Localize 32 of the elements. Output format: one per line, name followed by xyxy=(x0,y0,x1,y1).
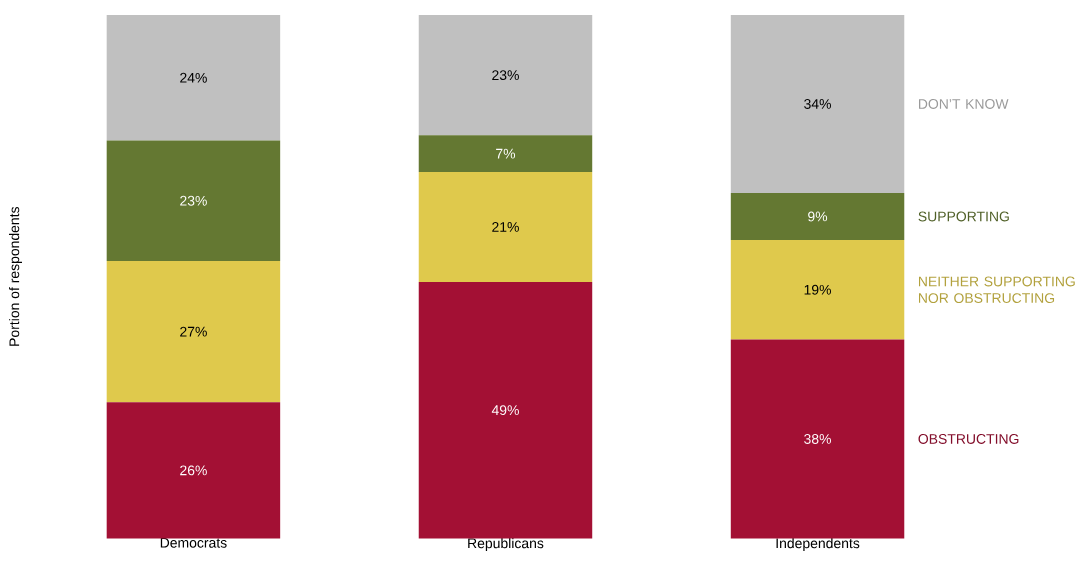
bar xyxy=(106,402,281,539)
series-label: SUPPORTING xyxy=(918,211,1009,222)
series-label: DON’T KNOW xyxy=(918,98,1009,109)
bar xyxy=(418,171,593,282)
data-label: 38% xyxy=(804,433,831,444)
bar xyxy=(106,140,281,261)
bar xyxy=(730,239,905,340)
data-label: 26% xyxy=(180,465,207,476)
data-label: 23% xyxy=(180,195,207,206)
bar xyxy=(418,14,593,136)
x-tick-label: Republicans xyxy=(468,537,544,551)
x-tick-label: Independents xyxy=(776,537,860,551)
data-label: 49% xyxy=(491,405,519,415)
data-label: 34% xyxy=(804,98,831,109)
data-label: 21% xyxy=(492,221,519,232)
x-tick-label: Democrats xyxy=(160,537,227,548)
bar xyxy=(106,260,281,403)
data-label: 19% xyxy=(804,284,831,295)
bar xyxy=(730,192,905,240)
series-label: OBSTRUCTING xyxy=(918,433,1019,444)
data-label: 7% xyxy=(496,148,516,159)
data-label: 24% xyxy=(180,72,207,83)
series-label: NEITHER SUPPORTING NOR OBSTRUCTING xyxy=(918,276,1075,303)
data-label: 27% xyxy=(180,326,207,337)
bar xyxy=(730,14,905,193)
y-axis-title: Portion of respondents xyxy=(8,206,22,346)
data-label: 23% xyxy=(492,70,519,80)
bar xyxy=(730,339,905,539)
bar xyxy=(106,14,281,141)
bar xyxy=(418,281,593,539)
data-label: 9% xyxy=(808,211,828,222)
bar xyxy=(418,135,593,172)
